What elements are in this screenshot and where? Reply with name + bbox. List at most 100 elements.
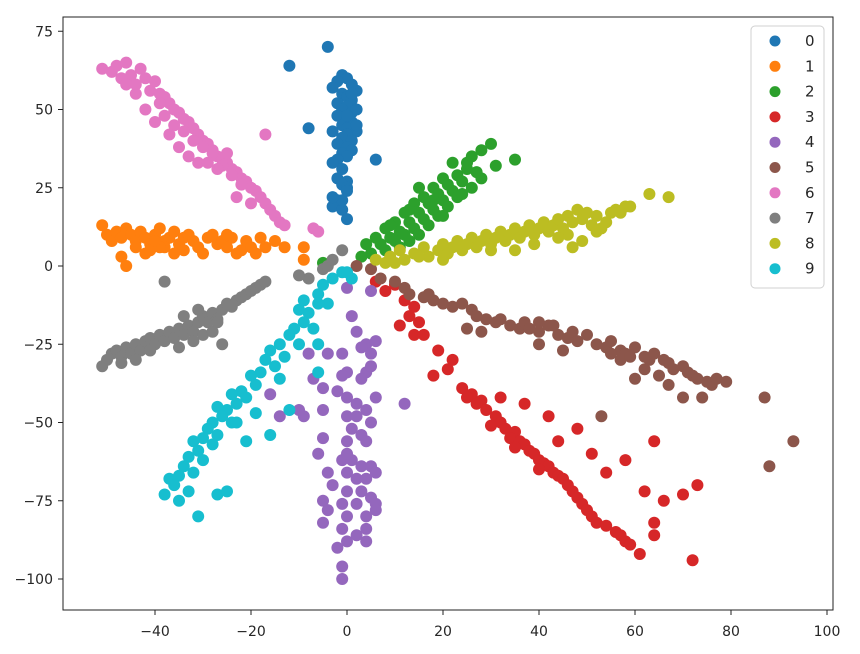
legend-label: 0	[805, 32, 815, 50]
legend-label: 8	[805, 234, 815, 252]
data-point	[278, 219, 291, 232]
legend-entry-8: 8	[769, 234, 815, 252]
data-point	[273, 338, 286, 351]
data-point	[494, 225, 507, 238]
data-point	[129, 78, 142, 91]
data-point	[763, 460, 776, 473]
data-point	[336, 573, 349, 585]
data-point	[225, 169, 238, 182]
data-point	[350, 529, 363, 542]
data-point	[249, 378, 262, 391]
y-tick-label: −50	[23, 416, 53, 432]
data-point	[293, 303, 305, 316]
legend-entry-1: 1	[769, 57, 815, 75]
data-point	[461, 156, 473, 169]
data-point	[552, 213, 565, 226]
data-point	[230, 191, 243, 204]
data-point	[129, 353, 142, 366]
data-point	[408, 328, 421, 341]
data-point	[470, 397, 483, 410]
legend-marker-icon	[769, 187, 781, 199]
data-point	[105, 235, 118, 247]
data-point	[312, 288, 325, 301]
legend-box	[750, 25, 825, 289]
x-tick-label: 80	[722, 624, 740, 640]
data-point	[393, 244, 406, 257]
data-point	[326, 272, 339, 285]
y-axis: 75 50 25 0 −25 −50 −75 −100	[15, 24, 63, 588]
data-point	[110, 59, 123, 72]
data-point	[321, 347, 334, 360]
data-point	[485, 137, 497, 150]
data-point	[408, 300, 421, 313]
data-point	[355, 250, 368, 263]
data-point	[341, 466, 353, 479]
data-point	[173, 469, 185, 482]
data-point	[341, 109, 353, 122]
data-point	[345, 87, 358, 100]
data-point	[149, 235, 161, 247]
data-point	[336, 560, 349, 573]
data-point	[504, 319, 517, 332]
legend-marker-icon	[769, 111, 781, 123]
data-point	[273, 372, 286, 385]
data-point	[518, 397, 531, 410]
y-tick-label: −25	[23, 337, 53, 353]
data-point	[566, 241, 579, 254]
data-point	[691, 479, 704, 492]
data-point	[211, 163, 224, 175]
data-point	[264, 429, 277, 441]
data-point	[360, 435, 373, 448]
data-point	[312, 366, 325, 379]
axes-frame	[62, 16, 834, 611]
data-point	[177, 328, 190, 341]
data-point	[480, 404, 493, 416]
data-point	[441, 363, 454, 376]
data-point	[115, 231, 128, 244]
data-point	[259, 128, 272, 141]
data-point	[245, 369, 257, 382]
data-point	[461, 391, 473, 404]
data-point	[427, 194, 440, 207]
data-point	[326, 200, 339, 213]
data-point	[494, 391, 507, 404]
data-point	[590, 225, 603, 238]
x-tick-label: 100	[814, 624, 841, 640]
data-point	[648, 529, 661, 542]
x-tick-label: 60	[626, 624, 644, 640]
data-point	[600, 519, 613, 532]
data-point	[369, 335, 382, 348]
legend-entry-5: 5	[769, 159, 815, 177]
data-points	[96, 40, 800, 585]
data-point	[350, 472, 363, 485]
data-point	[341, 391, 353, 404]
series-0	[283, 40, 382, 226]
data-point	[369, 504, 382, 517]
data-point	[657, 494, 670, 507]
legend-marker-icon	[769, 162, 781, 173]
data-point	[321, 504, 334, 517]
data-point	[278, 350, 291, 363]
data-point	[293, 404, 305, 416]
data-point	[648, 435, 661, 448]
data-point	[163, 128, 176, 141]
data-point	[557, 344, 569, 357]
data-point	[494, 313, 507, 326]
data-point	[317, 432, 329, 445]
data-point	[317, 278, 329, 291]
data-point	[264, 344, 277, 357]
data-point	[461, 322, 473, 335]
data-point	[201, 156, 214, 169]
data-point	[369, 253, 382, 266]
data-point	[240, 391, 253, 404]
data-point	[336, 522, 349, 535]
data-point	[360, 472, 373, 485]
data-point	[629, 341, 641, 354]
data-point	[120, 260, 133, 272]
data-point	[331, 109, 344, 122]
data-point	[528, 238, 541, 251]
data-point	[115, 250, 128, 263]
data-point	[341, 213, 353, 226]
data-point	[158, 335, 171, 348]
